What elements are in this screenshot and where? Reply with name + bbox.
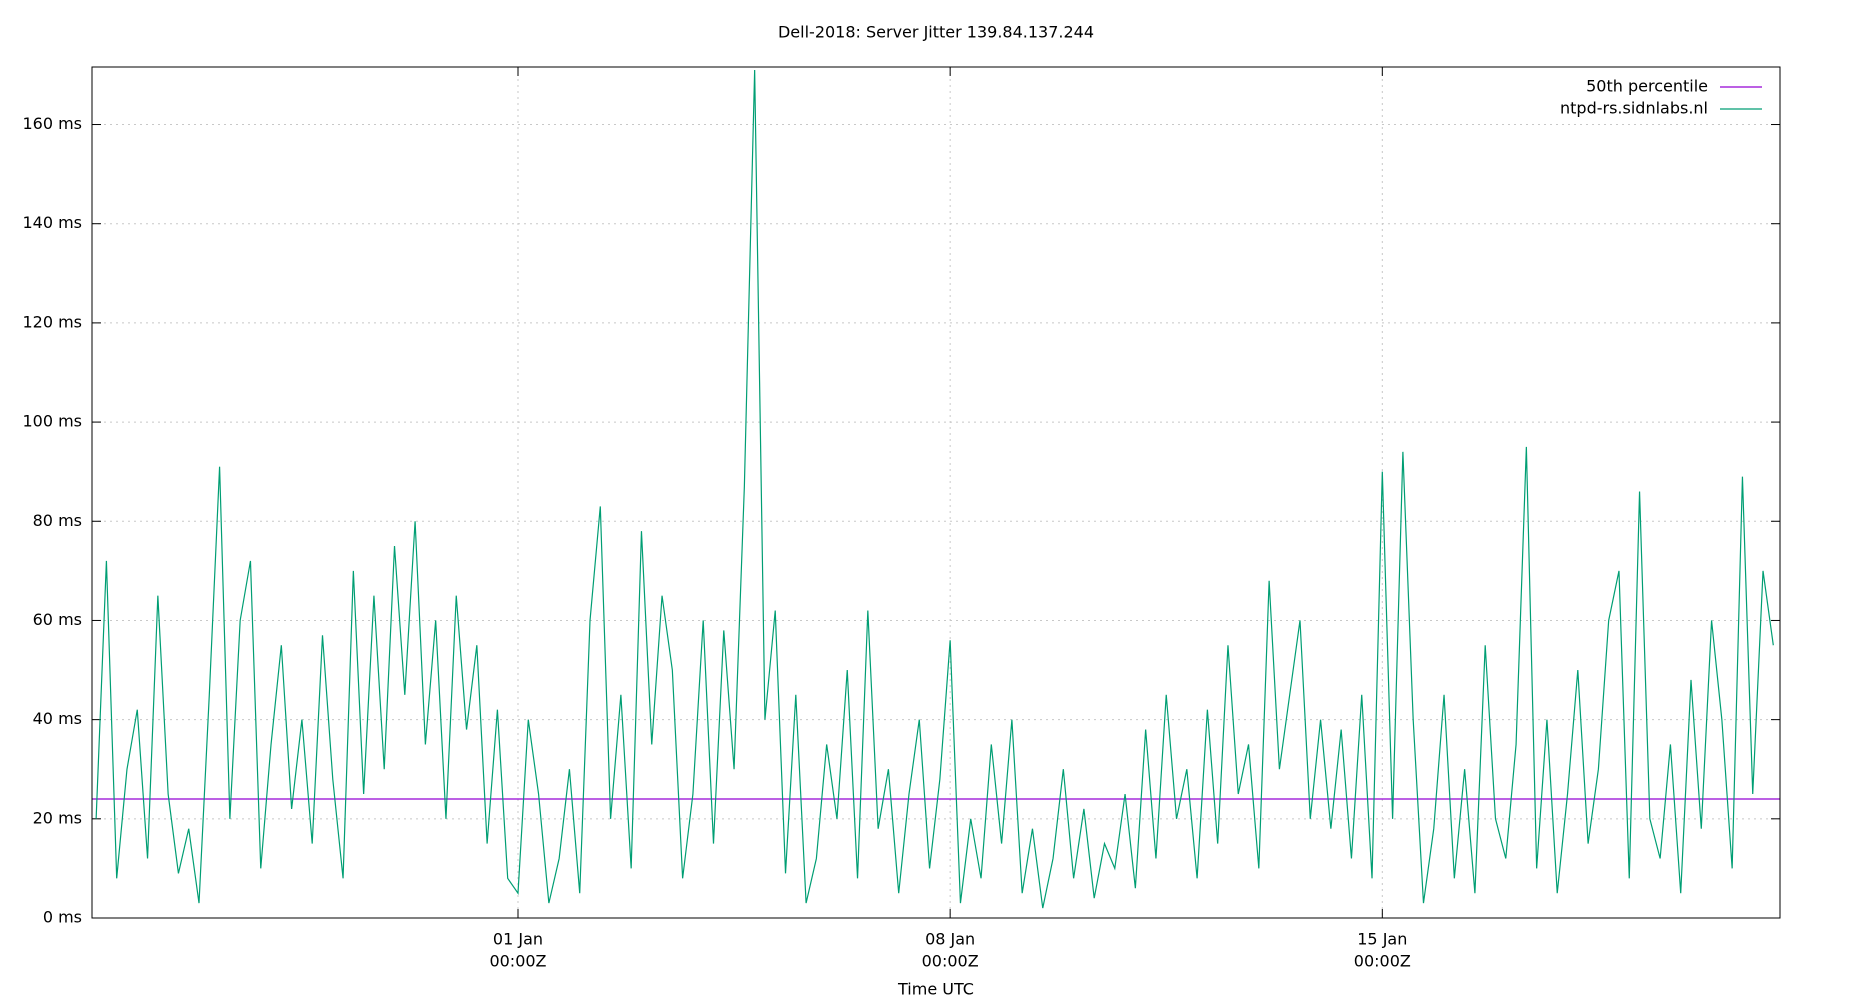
- y-tick-label: 160 ms: [22, 114, 82, 133]
- y-tick-label: 60 ms: [33, 610, 82, 629]
- y-tick-label: 20 ms: [33, 808, 82, 827]
- x-tick-label: 08 Jan: [925, 930, 975, 949]
- y-tick-label: 80 ms: [33, 511, 82, 530]
- x-tick-sublabel: 00:00Z: [489, 952, 546, 971]
- series-line: [95, 69, 1774, 909]
- y-tick-label: 120 ms: [22, 312, 82, 331]
- x-tick-sublabel: 00:00Z: [1354, 952, 1411, 971]
- legend-label: ntpd-rs.sidnlabs.nl: [1560, 99, 1708, 118]
- y-tick-label: 100 ms: [22, 412, 82, 431]
- x-axis-label: Time UTC: [897, 980, 974, 999]
- y-tick-label: 0 ms: [43, 908, 82, 927]
- y-tick-label: 40 ms: [33, 709, 82, 728]
- plot-border: [91, 66, 1781, 919]
- chart-title: Dell-2018: Server Jitter 139.84.137.244: [778, 23, 1094, 42]
- legend-label: 50th percentile: [1586, 77, 1708, 96]
- y-tick-label: 140 ms: [22, 213, 82, 232]
- x-tick-label: 15 Jan: [1357, 930, 1407, 949]
- x-tick-sublabel: 00:00Z: [922, 952, 979, 971]
- x-tick-label: 01 Jan: [493, 930, 543, 949]
